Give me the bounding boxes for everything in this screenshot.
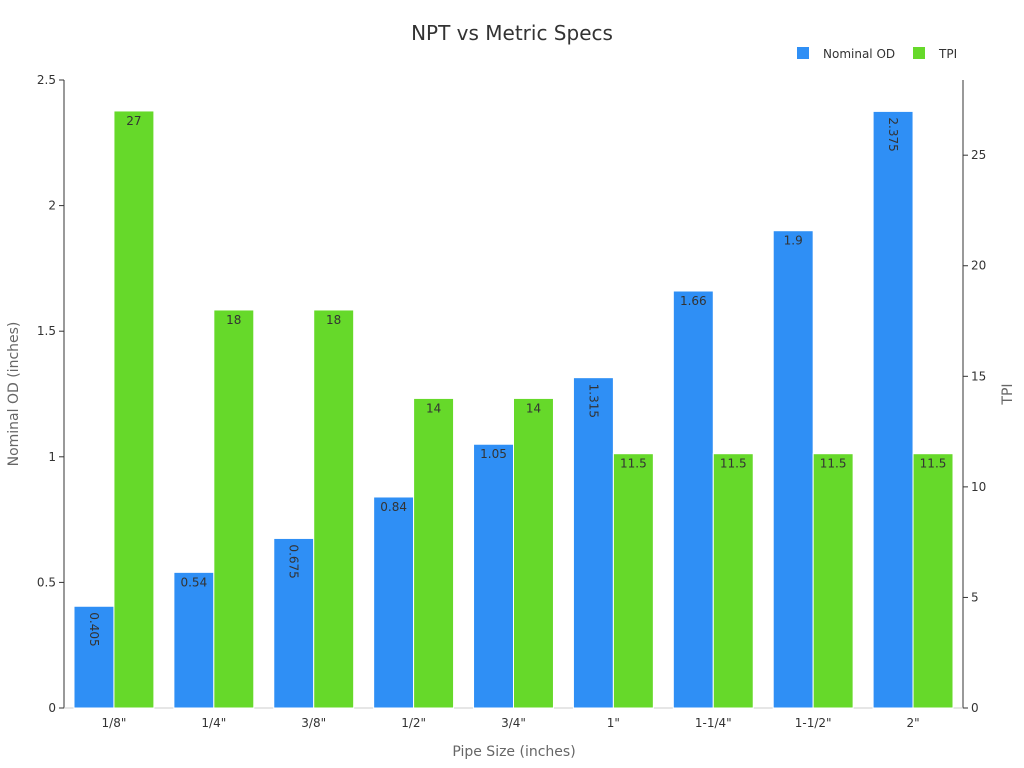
bar-nominal-od	[373, 496, 415, 709]
bar-tpi	[413, 397, 455, 709]
x-tick-label: 1"	[607, 716, 620, 730]
y-axis-left-title: Nominal OD (inches)	[6, 322, 22, 467]
bar-nominal-od	[173, 571, 215, 709]
data-label: 1.66	[680, 294, 707, 308]
data-label: 11.5	[920, 457, 947, 471]
data-label: 11.5	[720, 457, 747, 471]
bar-nominal-od	[572, 377, 614, 709]
data-label: 18	[226, 313, 241, 327]
data-labels: 0.405 0.54 0.675 0.84 1.05 1.315 1.66 1.9 2.375 2…	[87, 114, 946, 647]
y2-tick-label: 15	[971, 369, 986, 383]
data-label: 0.84	[380, 500, 407, 514]
bars	[73, 110, 954, 709]
bar-nominal-od	[872, 110, 914, 709]
bar-tpi	[812, 453, 854, 709]
x-tick-label: 1/8"	[102, 716, 127, 730]
legend: Nominal OD TPI	[797, 47, 957, 61]
data-label: 18	[326, 313, 341, 327]
y2-tick-label: 25	[971, 148, 986, 162]
y-tick-label: 0	[48, 701, 56, 715]
legend-swatch-nominal-od	[797, 47, 809, 59]
bar-nominal-od	[73, 605, 115, 709]
x-axis-title: Pipe Size (inches)	[452, 744, 575, 760]
bar-tpi	[213, 309, 255, 709]
x-tick-label: 1/4"	[201, 716, 226, 730]
y2-tick-label: 20	[971, 259, 986, 273]
y-tick-label: 2	[48, 199, 56, 213]
bar-tpi	[513, 397, 554, 709]
data-label: 11.5	[820, 457, 847, 471]
y-tick-label: 2.5	[37, 73, 56, 87]
bar-nominal-od	[473, 443, 514, 709]
data-label: 1.9	[784, 234, 803, 248]
x-axis: 1/8" 1/4" 3/8" 1/2" 3/4" 1" 1-1/4" 1-1/2" 2"	[102, 716, 920, 730]
x-tick-label: 1/2"	[401, 716, 426, 730]
bar-tpi	[712, 453, 754, 709]
y-tick-label: 0.5	[37, 575, 56, 589]
bar-tpi	[313, 309, 355, 709]
bar-nominal-od	[772, 230, 814, 709]
chart-title: NPT vs Metric Specs	[411, 21, 613, 45]
data-label: 2.375	[886, 117, 900, 151]
data-label: 0.54	[180, 575, 207, 589]
y2-tick-label: 0	[971, 701, 979, 715]
data-label: 1.05	[480, 447, 507, 461]
y2-tick-label: 10	[971, 480, 986, 494]
data-label: 1.315	[586, 384, 600, 418]
x-tick-label: 3/8"	[301, 716, 326, 730]
data-label: 14	[526, 401, 541, 415]
data-label: 0.675	[287, 544, 301, 578]
bar-tpi	[113, 110, 155, 709]
y2-tick-label: 5	[971, 590, 979, 604]
legend-label-tpi: TPI	[938, 47, 957, 61]
data-label: 11.5	[620, 457, 647, 471]
x-tick-label: 1-1/4"	[695, 716, 732, 730]
y-tick-label: 1	[48, 450, 56, 464]
legend-swatch-tpi	[913, 47, 925, 59]
legend-label-nominal-od: Nominal OD	[823, 47, 895, 61]
x-tick-label: 1-1/2"	[795, 716, 832, 730]
bar-tpi	[612, 453, 654, 709]
data-label: 0.405	[87, 612, 101, 646]
bar-nominal-od	[672, 290, 714, 709]
y-axis-left: 0 0.5 1 1.5 2 2.5	[37, 73, 64, 715]
bar-tpi	[912, 453, 954, 709]
y-axis-right-title: TPI	[1000, 383, 1016, 405]
x-tick-label: 3/4"	[501, 716, 526, 730]
data-label: 27	[126, 114, 141, 128]
y-axis-right: 0 5 10 15 20 25	[963, 148, 986, 715]
x-tick-label: 2"	[906, 716, 919, 730]
data-label: 14	[426, 401, 441, 415]
y-tick-label: 1.5	[37, 324, 56, 338]
